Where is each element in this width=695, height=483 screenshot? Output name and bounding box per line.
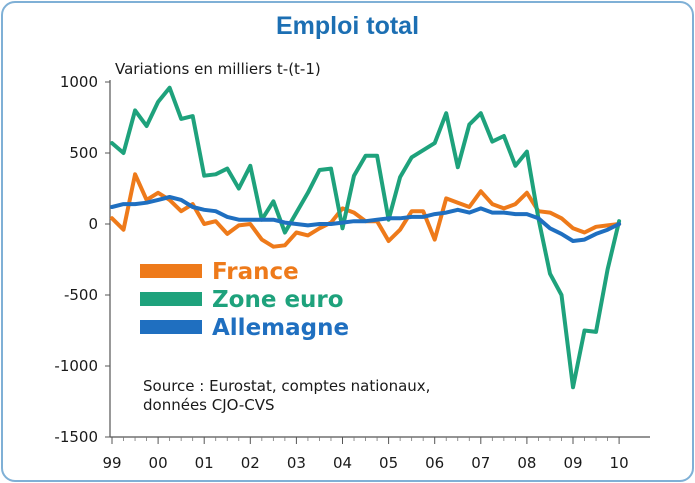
x-tick-label: 10 bbox=[610, 454, 629, 472]
y-tick-label: -1500 bbox=[54, 428, 98, 446]
x-tick-label: 02 bbox=[241, 454, 260, 472]
series-layer bbox=[110, 85, 622, 390]
source-annotation-line-1: Source : Eurostat, comptes nationaux, bbox=[143, 377, 430, 395]
x-tick-label: 06 bbox=[425, 454, 444, 472]
y-tick-label: -1000 bbox=[54, 357, 98, 375]
y-axis-label: Variations en milliers t-(t-1) bbox=[115, 60, 321, 78]
x-tick-label: 05 bbox=[379, 454, 398, 472]
y-tick-label: -500 bbox=[64, 286, 98, 304]
x-tick-label: 08 bbox=[517, 454, 536, 472]
legend: France Zone euro Allemagne bbox=[140, 259, 349, 341]
legend-label-france: France bbox=[212, 259, 299, 285]
y-tick-label: 500 bbox=[69, 144, 98, 162]
series-line-allemagne bbox=[110, 195, 622, 243]
x-tick-label: 99 bbox=[102, 454, 121, 472]
x-tick-label: 00 bbox=[149, 454, 168, 472]
x-tick-label: 09 bbox=[563, 454, 582, 472]
source-annotation-line-2: données CJO-CVS bbox=[143, 396, 275, 414]
legend-swatch-france bbox=[140, 264, 202, 278]
x-tick-label: 03 bbox=[287, 454, 306, 472]
legend-swatch-allemagne bbox=[140, 320, 202, 334]
legend-swatch-zone-euro bbox=[140, 292, 202, 306]
legend-label-zone-euro: Zone euro bbox=[212, 287, 344, 313]
x-tick-label: 01 bbox=[195, 454, 214, 472]
series-line-zone-euro bbox=[110, 85, 622, 390]
x-tick-label: 04 bbox=[333, 454, 352, 472]
x-tick-label: 07 bbox=[471, 454, 490, 472]
y-tick-label: 1000 bbox=[60, 73, 98, 91]
chart-title: Emploi total bbox=[275, 12, 420, 40]
legend-label-allemagne: Allemagne bbox=[212, 315, 349, 341]
y-tick-label: 0 bbox=[88, 215, 98, 233]
